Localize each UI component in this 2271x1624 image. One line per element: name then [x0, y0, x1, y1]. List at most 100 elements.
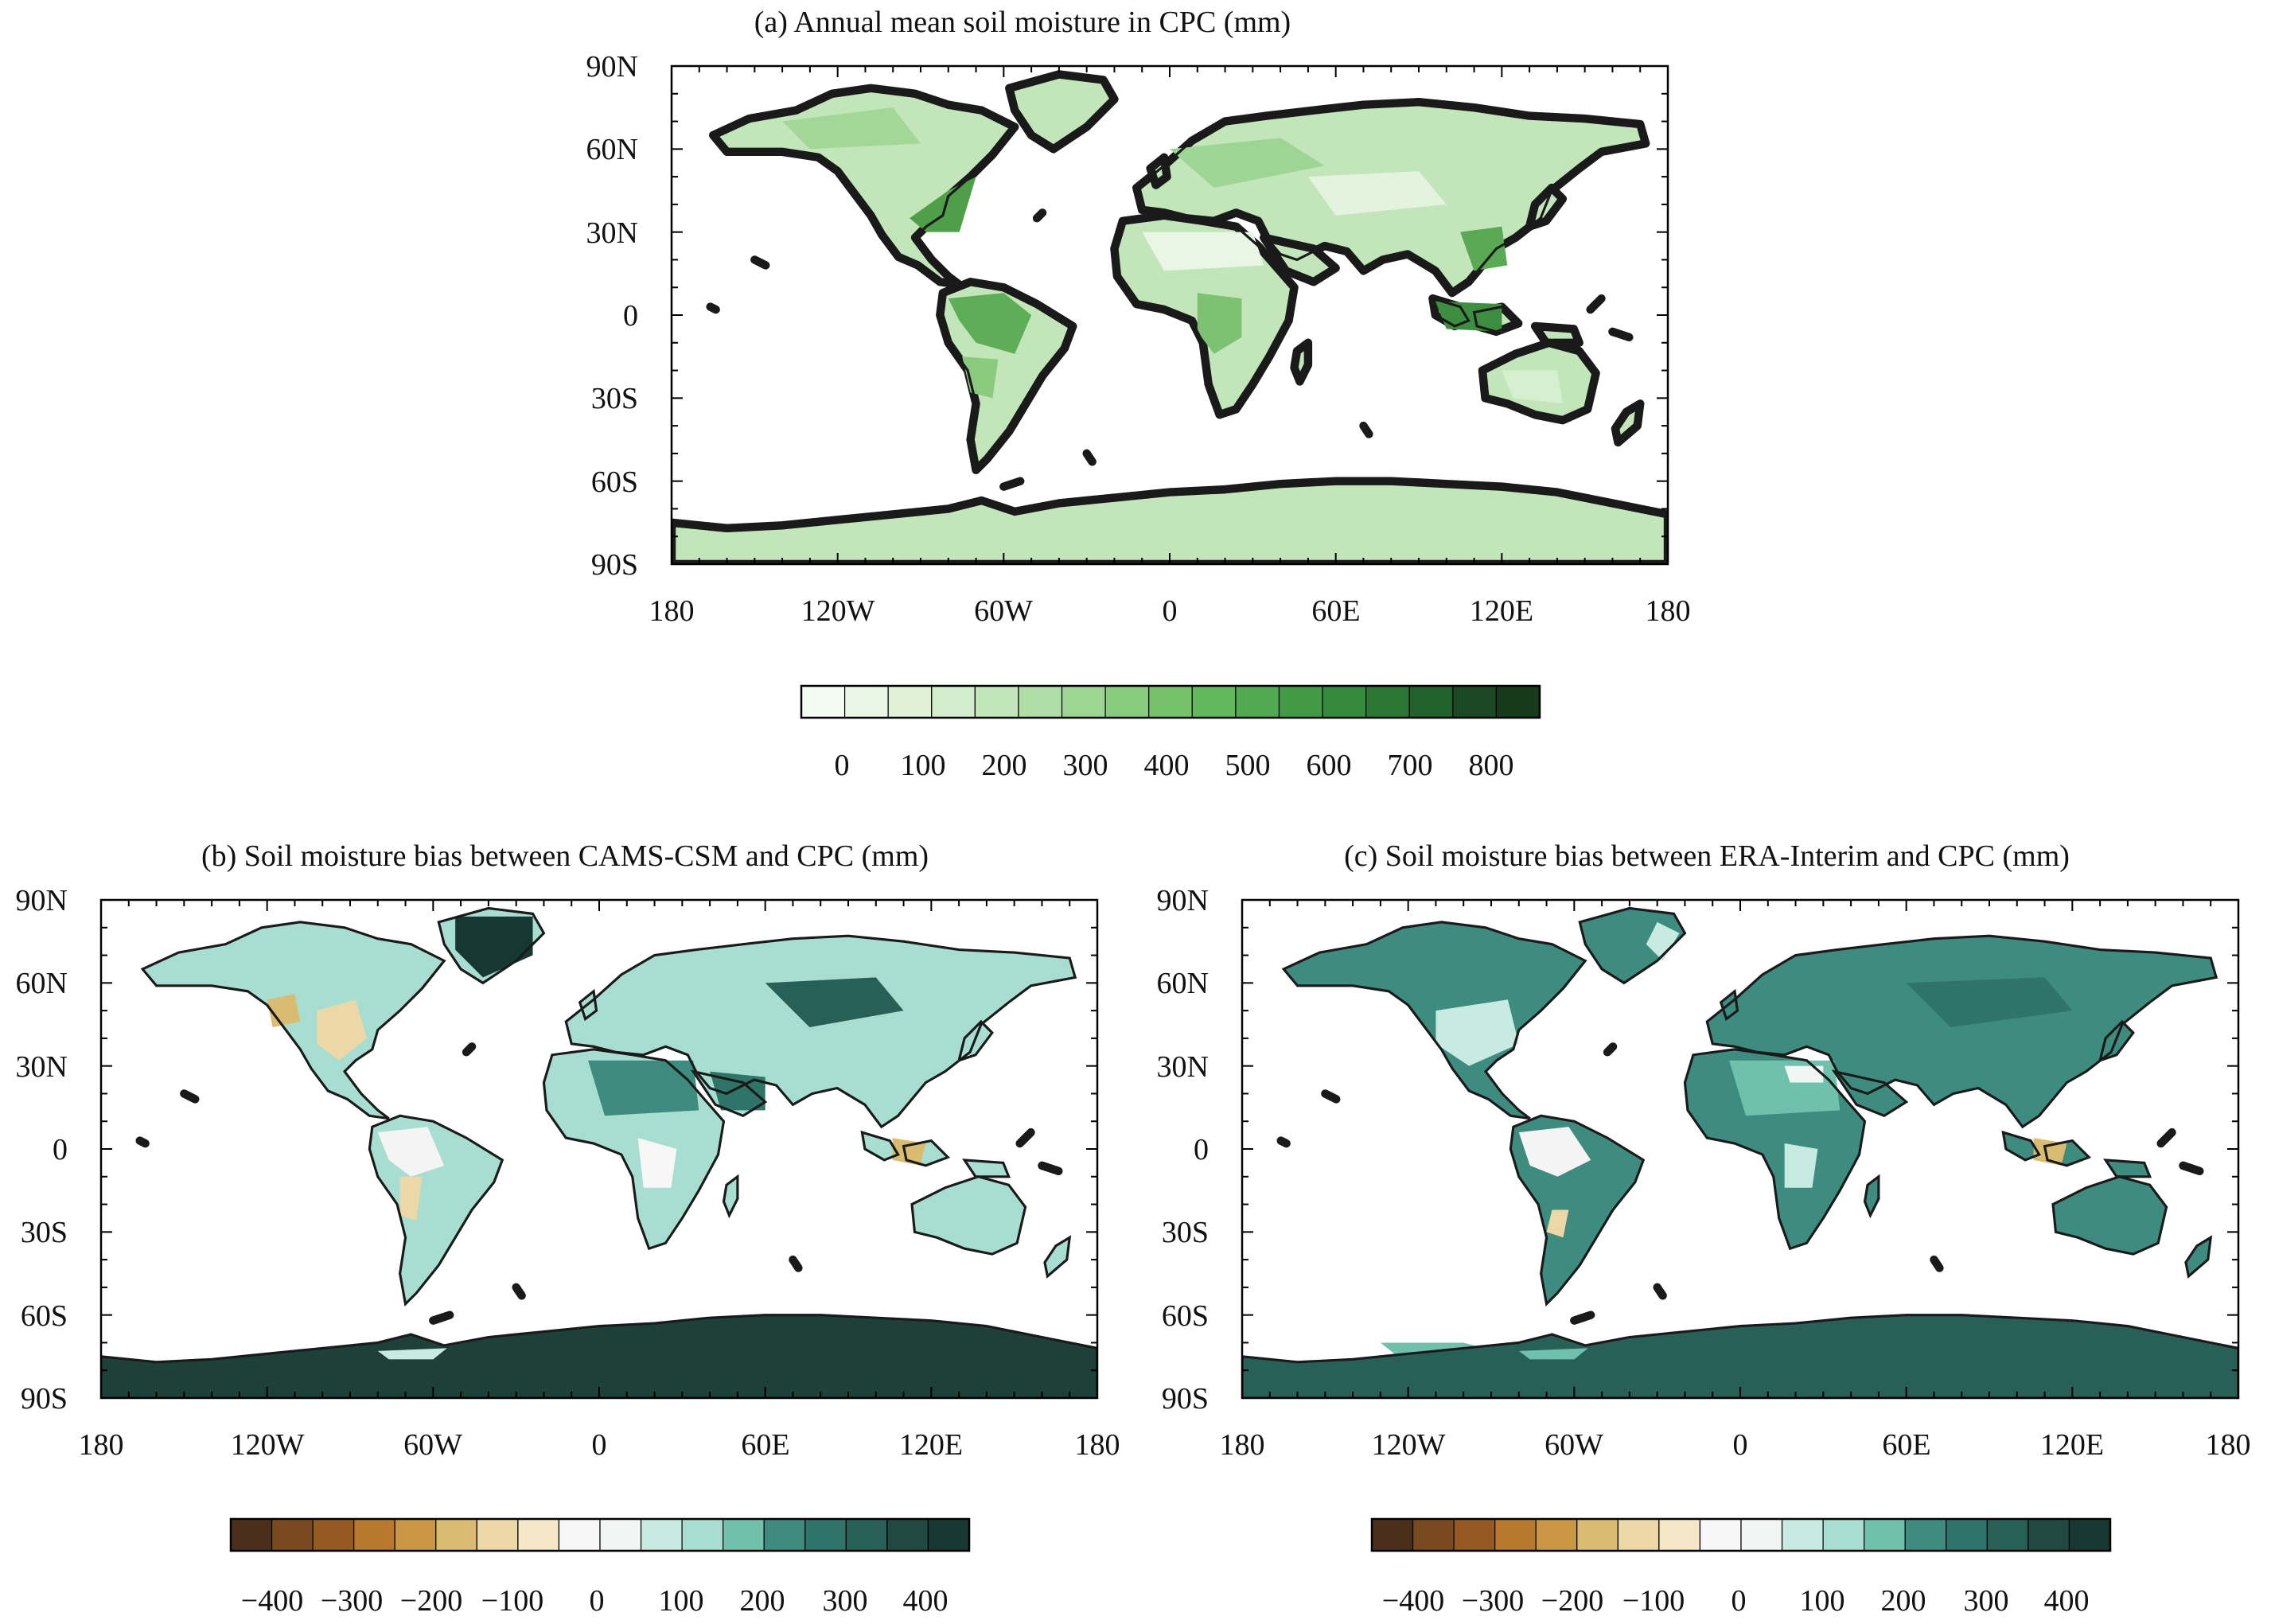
panel-b-colorbar-label: 300	[823, 1584, 868, 1618]
panel-a-colorbar-label: 600	[1307, 749, 1352, 782]
panel-b-colorbar-label: −200	[400, 1584, 462, 1618]
panel-a-colorbar-label: 100	[901, 749, 946, 782]
panel-b-lon-label: 180	[79, 1428, 124, 1462]
panel-c-colorbar-box	[1494, 1518, 1537, 1552]
panel-c-ticks	[1241, 899, 2239, 1399]
panel-a-colorbar-label: 400	[1144, 749, 1190, 782]
panel-c-lon-label: 180	[2206, 1428, 2251, 1462]
panel-a-lon-label: 0	[1163, 594, 1178, 628]
panel-b-ice-shelf	[377, 1348, 447, 1360]
panel-a: (a) Annual mean soil moisture in CPC (mm…	[586, 6, 1691, 782]
panel-c-lat-label: 30S	[1162, 1216, 1209, 1249]
panel-c-colorbar-label: 100	[1800, 1584, 1845, 1618]
panel-b-colorbar-box	[723, 1518, 765, 1552]
panel-c-lat-label: 60N	[1157, 967, 1209, 1000]
panel-a-colorbar-label: 0	[835, 749, 850, 782]
panel-b-colorbar-label: 100	[659, 1584, 704, 1618]
panel-b-lat-label: 90S	[21, 1382, 68, 1416]
panel-c-lon-label: 180	[1220, 1428, 1265, 1462]
panel-a-colorbar-box	[1322, 685, 1367, 719]
panel-c-lon-label: 60E	[1882, 1428, 1930, 1462]
panel-b-lon-label: 120W	[231, 1428, 305, 1462]
panel-c-colorbar-outline	[1370, 1517, 2112, 1552]
panel-c-lon-label: 120W	[1372, 1428, 1446, 1462]
panel-a-colorbar-box	[1191, 685, 1237, 719]
panel-b-colorbar-label: 0	[590, 1584, 605, 1618]
panel-b-colorbar-outline	[229, 1517, 971, 1552]
panel-b-colorbar	[229, 1517, 971, 1552]
panel-c-map	[1242, 906, 2239, 1399]
panel-c-colorbar-label: −100	[1622, 1584, 1685, 1618]
panel-c-colorbar-label: −400	[1382, 1584, 1444, 1618]
panel-c-colorbar-box	[1946, 1518, 1988, 1552]
panel-c-lat-label: 90N	[1157, 884, 1209, 917]
panel-b-colorbar-box	[230, 1518, 273, 1552]
panel-c-lat-label: 0	[1194, 1133, 1209, 1166]
panel-c-colorbar-box	[1781, 1518, 1824, 1552]
panel-b-colorbar-box	[558, 1518, 601, 1552]
panel-c-colorbar-box	[1822, 1518, 1865, 1552]
panel-b-colorbar-box	[476, 1518, 519, 1552]
panel-b-colorbar-box	[845, 1518, 888, 1552]
panel-c-colorbar-box	[1412, 1518, 1455, 1552]
panel-b-map	[101, 906, 1098, 1399]
panel-a-colorbar-label: 300	[1063, 749, 1108, 782]
panel-a-colorbar-box	[1235, 685, 1280, 719]
panel-b-ticks	[100, 899, 1098, 1399]
panel-b-colorbar-label: 200	[740, 1584, 785, 1618]
panel-c-lat-label: 90S	[1162, 1382, 1209, 1416]
panel-b: (b) Soil moisture bias between CAMS-CSM …	[16, 839, 1120, 1618]
panel-a-map	[672, 74, 1669, 565]
panel-b-colorbar-box	[763, 1518, 806, 1552]
panel-a-colorbar-label: 800	[1469, 749, 1514, 782]
panel-a-lat-label: 60S	[591, 465, 638, 499]
panel-a-lon-label: 180	[1646, 594, 1691, 628]
panel-c-lon-label: 60W	[1545, 1428, 1603, 1462]
panel-a-lon-label: 60E	[1311, 594, 1360, 628]
panel-c-colorbar-label: 300	[1964, 1584, 2009, 1618]
panel-b-lat-label: 0	[53, 1133, 68, 1166]
panel-a-colorbar-box	[1365, 685, 1410, 719]
panel-b-lat-label: 60N	[16, 967, 68, 1000]
panel-c-colorbar-box	[1576, 1518, 1619, 1552]
panel-b-colorbar-box	[681, 1518, 724, 1552]
panel-b-lat-label: 60S	[21, 1299, 68, 1333]
panel-a-colorbar-box	[1148, 685, 1193, 719]
panel-b-antarctica	[101, 1314, 1098, 1399]
panel-b-lon-label: 60E	[741, 1428, 789, 1462]
panel-b-lat-label: 90N	[16, 884, 68, 917]
panel-c-colorbar-box	[1699, 1518, 1742, 1552]
panel-a-lat-label: 30S	[591, 382, 638, 415]
panel-b-colorbar-box	[435, 1518, 477, 1552]
panel-b-colorbar-label: −100	[481, 1584, 543, 1618]
panel-c-colorbar-label: −200	[1541, 1584, 1603, 1618]
panel-a-lon-label: 60W	[974, 594, 1033, 628]
panel-c-colorbar-label: 400	[2044, 1584, 2090, 1618]
panel-b-title: (b) Soil moisture bias between CAMS-CSM …	[201, 839, 929, 873]
panel-b-colorbar-box	[886, 1518, 929, 1552]
panel-c-ice-shelf	[1518, 1348, 1588, 1360]
panel-b-lon-label: 180	[1075, 1428, 1120, 1462]
panel-a-colorbar-box	[800, 685, 846, 719]
panel-b-colorbar-label: 400	[903, 1584, 949, 1618]
panel-b-lat-label: 30N	[16, 1050, 68, 1084]
panel-a-title: (a) Annual mean soil moisture in CPC (mm…	[754, 6, 1291, 39]
panel-c-title: (c) Soil moisture bias between ERA-Inter…	[1344, 839, 2070, 873]
panel-a-colorbar-box	[974, 685, 1019, 719]
panel-c-colorbar-box	[2068, 1518, 2111, 1552]
panel-a-colorbar-label: 500	[1225, 749, 1271, 782]
panel-a-lon-label: 120W	[801, 594, 875, 628]
panel-a-colorbar-box	[1018, 685, 1063, 719]
panel-b-colorbar-label: −300	[321, 1584, 383, 1618]
panel-c-colorbar	[1370, 1517, 2112, 1552]
panel-a-colorbar-box	[1408, 685, 1454, 719]
panel-c-colorbar-box	[1617, 1518, 1660, 1552]
panel-b-colorbar-box	[927, 1518, 970, 1552]
panel-a-colorbar-box	[931, 685, 976, 719]
panel-a-lat-label: 90N	[586, 50, 638, 84]
panel-a-colorbar	[800, 684, 1541, 719]
panel-b-colorbar-box	[353, 1518, 395, 1552]
panel-b-colorbar-box	[394, 1518, 437, 1552]
panel-c-colorbar-box	[1740, 1518, 1783, 1552]
